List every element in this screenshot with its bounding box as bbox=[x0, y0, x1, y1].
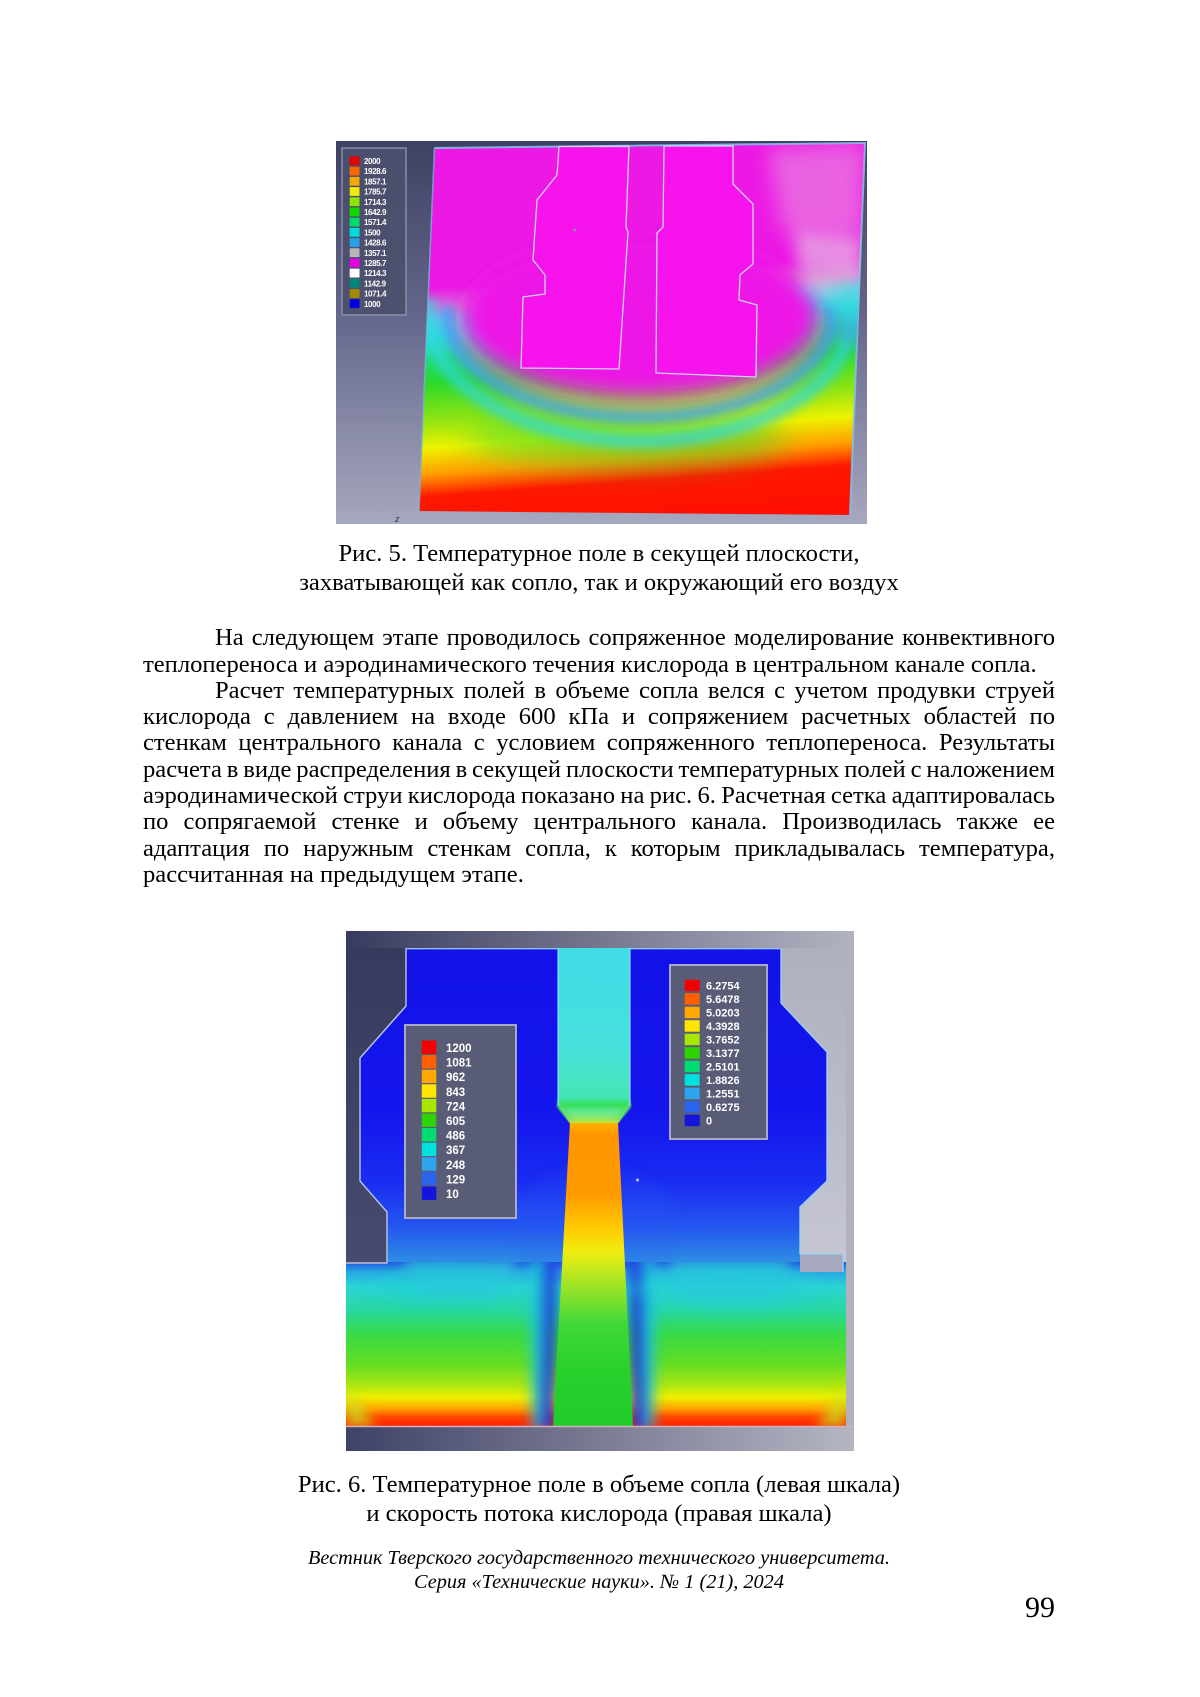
svg-text:1081: 1081 bbox=[446, 1058, 472, 1070]
svg-text:843: 843 bbox=[446, 1087, 465, 1099]
svg-text:367: 367 bbox=[446, 1145, 465, 1157]
svg-text:2000: 2000 bbox=[364, 157, 381, 166]
svg-text:605: 605 bbox=[446, 1116, 466, 1128]
svg-text:1357.1: 1357.1 bbox=[364, 249, 387, 258]
svg-text:1785.7: 1785.7 bbox=[364, 188, 387, 197]
svg-text:1.2551: 1.2551 bbox=[706, 1089, 740, 1101]
svg-text:3.7652: 3.7652 bbox=[706, 1035, 740, 1047]
svg-text:1000: 1000 bbox=[364, 300, 381, 309]
svg-text:z: z bbox=[394, 514, 400, 524]
svg-text:1200: 1200 bbox=[446, 1043, 472, 1055]
svg-text:0: 0 bbox=[706, 1116, 712, 1128]
svg-text:6.2754: 6.2754 bbox=[706, 981, 741, 993]
svg-text:724: 724 bbox=[446, 1101, 466, 1113]
svg-text:1714.3: 1714.3 bbox=[364, 198, 387, 207]
svg-text:962: 962 bbox=[446, 1072, 465, 1084]
svg-text:1642.9: 1642.9 bbox=[364, 208, 387, 217]
svg-text:248: 248 bbox=[446, 1160, 466, 1172]
svg-text:1.8826: 1.8826 bbox=[706, 1075, 740, 1087]
svg-text:5.6478: 5.6478 bbox=[706, 994, 740, 1006]
svg-text:1857.1: 1857.1 bbox=[364, 177, 387, 186]
svg-text:0.6275: 0.6275 bbox=[706, 1102, 740, 1114]
svg-text:1928.6: 1928.6 bbox=[364, 167, 387, 176]
svg-text:10: 10 bbox=[446, 1189, 459, 1201]
svg-text:3.1377: 3.1377 bbox=[706, 1048, 740, 1060]
svg-text:1214.3: 1214.3 bbox=[364, 269, 387, 278]
svg-text:1142.9: 1142.9 bbox=[364, 279, 387, 288]
svg-text:129: 129 bbox=[446, 1174, 465, 1186]
svg-text:5.0203: 5.0203 bbox=[706, 1008, 740, 1020]
svg-text:1428.6: 1428.6 bbox=[364, 239, 387, 248]
svg-text:486: 486 bbox=[446, 1131, 465, 1143]
svg-text:4.3928: 4.3928 bbox=[706, 1021, 740, 1033]
svg-text:1071.4: 1071.4 bbox=[364, 290, 387, 299]
svg-text:1571.4: 1571.4 bbox=[364, 218, 387, 227]
svg-text:1500: 1500 bbox=[364, 228, 381, 237]
svg-text:1285.7: 1285.7 bbox=[364, 259, 387, 268]
svg-text:2.5101: 2.5101 bbox=[706, 1062, 740, 1074]
